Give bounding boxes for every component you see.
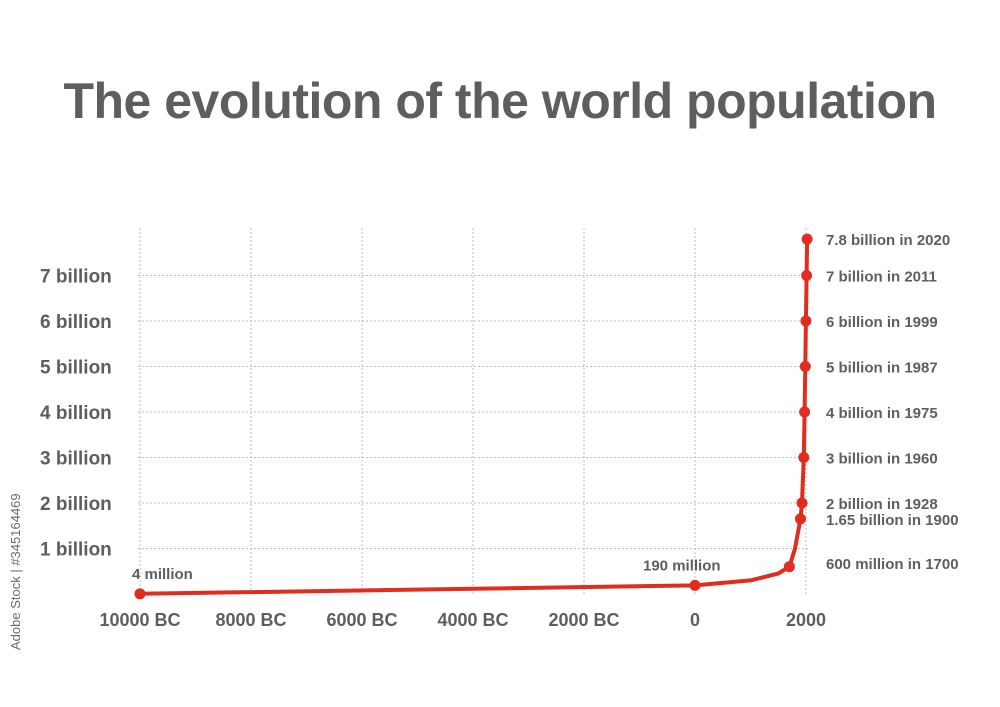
data-point-marker xyxy=(799,361,811,372)
y-tick-label: 5 billion xyxy=(40,358,112,379)
data-label: 4 billion in 1975 xyxy=(826,405,938,422)
chart-title: The evolution of the world population xyxy=(63,73,937,129)
x-tick-label: 0 xyxy=(690,610,700,630)
x-tick-label: 10000 BC xyxy=(99,610,180,630)
data-point-marker xyxy=(801,233,813,245)
y-tick-label: 6 billion xyxy=(40,312,112,333)
data-label: 2 billion in 1928 xyxy=(826,496,938,513)
y-axis-ticks: 1 billion 2 billion 3 billion 4 billion 5 bi… xyxy=(40,267,112,561)
x-tick-label: 6000 BC xyxy=(326,610,397,630)
data-label: 6 billion in 1999 xyxy=(826,314,938,331)
data-point-marker xyxy=(134,588,146,600)
data-label: 3 billion in 1960 xyxy=(826,451,938,468)
y-tick-label: 7 billion xyxy=(40,267,112,288)
x-tick-label: 4000 BC xyxy=(437,610,508,630)
data-point-marker xyxy=(689,579,701,591)
series-line-layer xyxy=(138,237,810,596)
data-point-marker xyxy=(801,270,813,281)
data-labels: 4 million 190 million 600 million in 1700 1… xyxy=(132,232,959,583)
population-series-line xyxy=(138,237,810,596)
y-tick-label: 2 billion xyxy=(40,494,112,515)
x-tick-label: 8000 BC xyxy=(215,610,286,630)
data-label: 7.8 billion in 2020 xyxy=(826,232,950,249)
data-point-marker xyxy=(783,561,795,573)
y-tick-label: 4 billion xyxy=(40,403,112,424)
data-label: 5 billion in 1987 xyxy=(826,360,938,377)
data-markers xyxy=(134,233,813,600)
y-tick-label: 3 billion xyxy=(40,449,112,470)
y-tick-label: 1 billion xyxy=(40,540,112,561)
data-label: 600 million in 1700 xyxy=(826,556,959,573)
data-point-marker xyxy=(800,315,812,327)
grid-lines xyxy=(138,228,808,594)
x-tick-label: 2000 xyxy=(786,610,826,630)
data-point-marker xyxy=(798,452,810,463)
data-label: 4 million xyxy=(132,566,193,583)
x-tick-label: 2000 BC xyxy=(548,610,619,630)
data-point-marker xyxy=(794,513,806,525)
data-label: 7 billion in 2011 xyxy=(826,269,937,286)
data-label: 1.65 billion in 1900 xyxy=(826,512,959,529)
x-axis-ticks: 10000 BC 8000 BC 6000 BC 4000 BC 2000 BC 0 200… xyxy=(99,610,826,630)
data-point-marker xyxy=(799,406,811,418)
data-label: 190 million xyxy=(643,557,721,574)
data-point-marker xyxy=(796,497,808,509)
